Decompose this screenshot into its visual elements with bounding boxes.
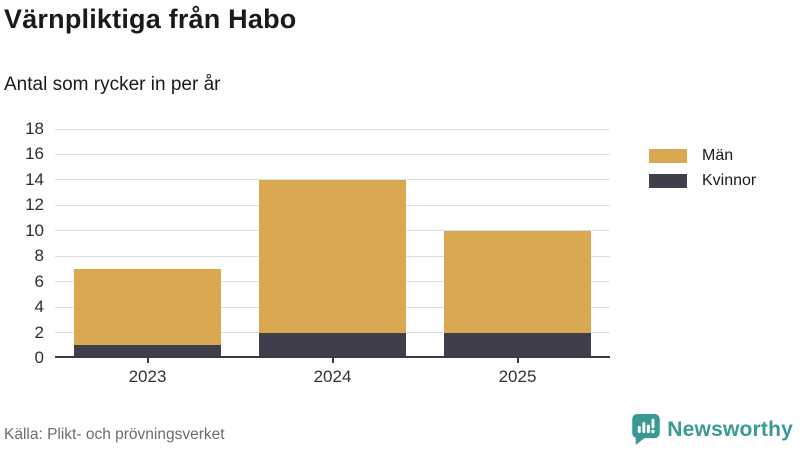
page-title: Värnpliktiga från Habo bbox=[4, 4, 297, 34]
y-tick-label: 16 bbox=[25, 144, 44, 164]
legend-label: Män bbox=[702, 147, 734, 164]
y-tick-label: 0 bbox=[34, 348, 44, 367]
bar-segment-män-2023 bbox=[74, 269, 221, 346]
legend-swatch bbox=[649, 174, 687, 188]
chart-subtitle: Antal som rycker in per år bbox=[4, 74, 221, 95]
legend-item-män: Män bbox=[649, 147, 756, 164]
legend-item-kvinnor: Kvinnor bbox=[649, 172, 757, 189]
y-tick-label: 18 bbox=[25, 119, 44, 138]
brand-name: Newsworthy bbox=[667, 417, 793, 441]
x-axis-tick bbox=[146, 358, 149, 363]
bar-segment-kvinnor-2024 bbox=[259, 332, 406, 358]
gridline bbox=[55, 128, 610, 130]
x-tick-label: 2025 bbox=[498, 367, 537, 386]
y-tick-label: 2 bbox=[34, 322, 44, 342]
y-tick-label: 8 bbox=[34, 246, 44, 266]
gridline bbox=[55, 153, 610, 155]
legend-label: Kvinnor bbox=[702, 172, 757, 189]
bar-segment-män-2025 bbox=[444, 230, 591, 333]
y-axis-labels: 0 2 4 6 8 10 12 14 16 18 bbox=[0, 119, 44, 367]
y-tick-label: 14 bbox=[25, 169, 44, 189]
newsworthy-bubble-icon bbox=[632, 414, 661, 445]
y-tick-label: 12 bbox=[25, 195, 44, 215]
bar-segment-kvinnor-2025 bbox=[444, 332, 591, 358]
y-tick-label: 6 bbox=[34, 271, 44, 291]
legend-swatch bbox=[649, 149, 687, 163]
brand-logo: Newsworthy bbox=[632, 414, 793, 445]
bar-segment-kvinnor-2023 bbox=[74, 345, 221, 358]
y-tick-label: 10 bbox=[25, 220, 44, 240]
x-axis-tick bbox=[516, 358, 519, 363]
gridline bbox=[55, 179, 610, 181]
x-tick-label: 2024 bbox=[313, 367, 352, 386]
bar-segment-män-2024 bbox=[259, 179, 406, 333]
y-tick-label: 4 bbox=[34, 297, 44, 317]
legend: Män Kvinnor bbox=[649, 147, 757, 189]
x-axis-tick bbox=[331, 358, 334, 363]
plot-area: 2023 2024 2025 bbox=[55, 128, 610, 386]
x-tick-label: 2023 bbox=[128, 367, 167, 386]
x-axis-line bbox=[55, 356, 610, 358]
source-text: Källa: Plikt- och prövningsverket bbox=[4, 426, 225, 443]
